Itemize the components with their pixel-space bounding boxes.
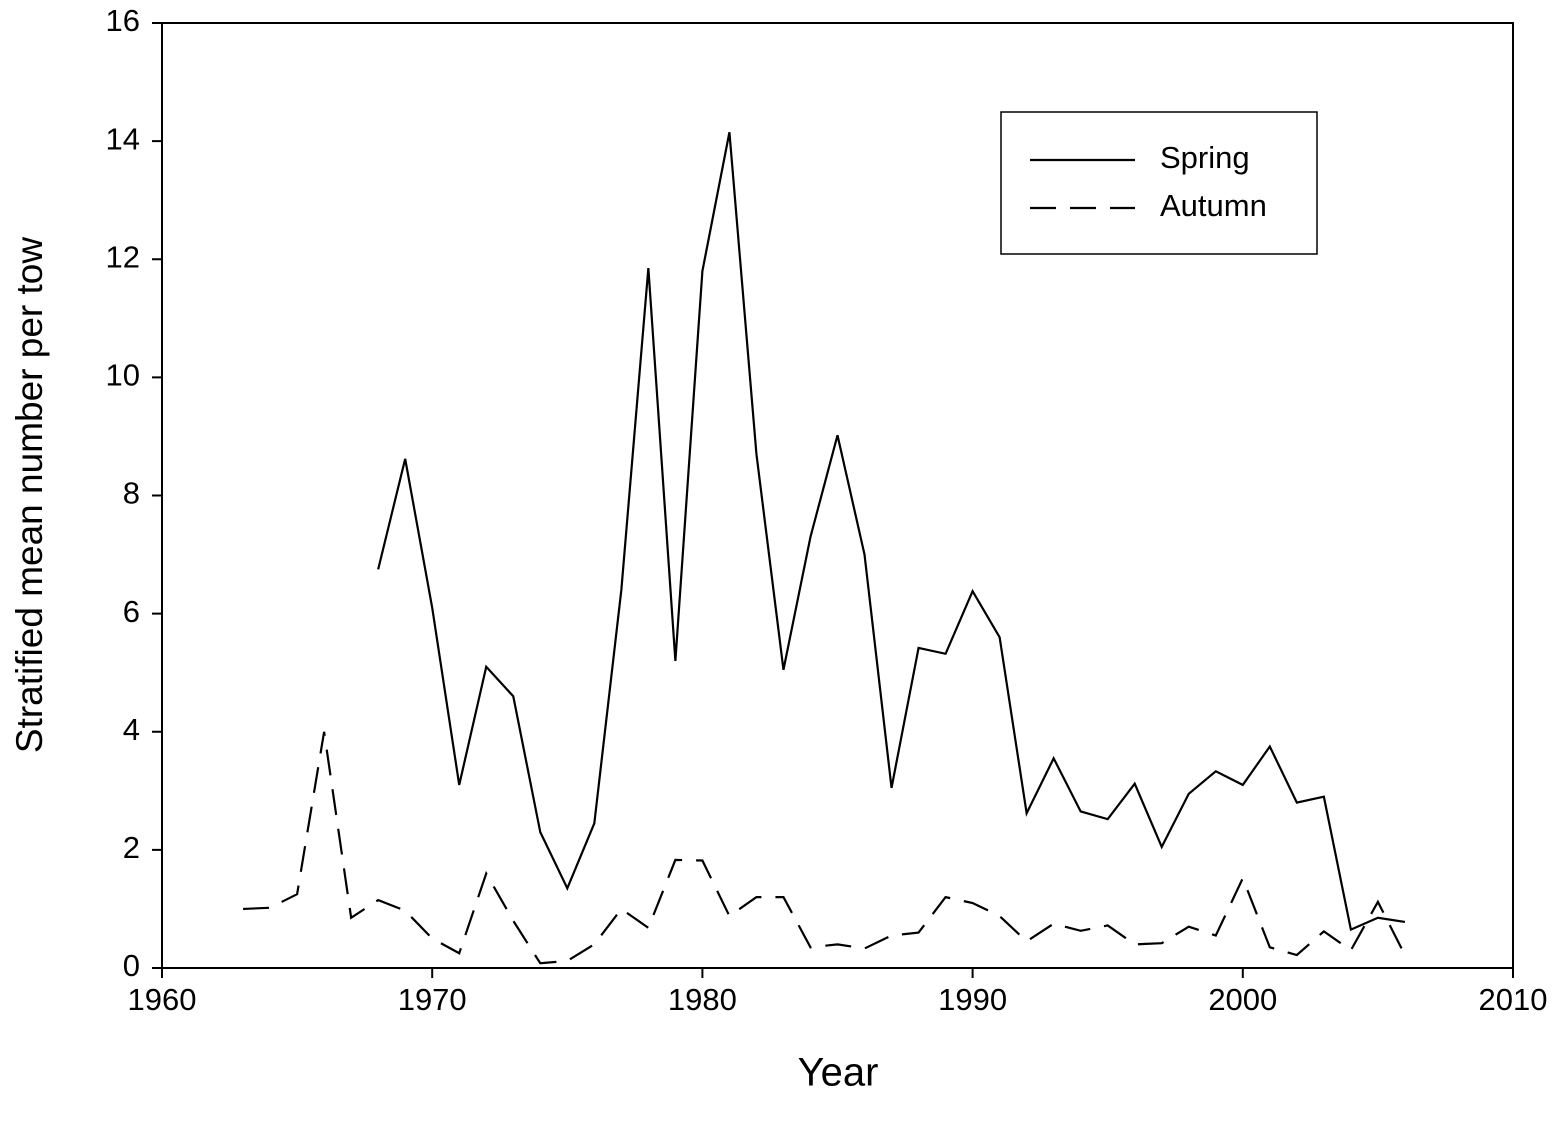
data-line bbox=[377, 132, 1406, 932]
x-tick-label: 2000 bbox=[1208, 982, 1277, 1017]
y-axis-label: Stratified mean number per tow bbox=[9, 237, 50, 753]
x-tick-label: 1990 bbox=[938, 982, 1007, 1017]
y-tick-label: 0 bbox=[123, 948, 140, 983]
x-tick-label: 2010 bbox=[1479, 982, 1548, 1017]
x-tick-label: 1970 bbox=[398, 982, 467, 1017]
y-tick-label: 16 bbox=[106, 3, 140, 38]
legend-box bbox=[1000, 111, 1318, 255]
x-axis-label: Year bbox=[798, 1051, 879, 1095]
y-tick-label: 8 bbox=[123, 476, 140, 511]
data-line bbox=[243, 731, 1406, 965]
legend-label: Spring bbox=[1160, 140, 1250, 175]
y-tick-label: 4 bbox=[123, 712, 140, 747]
y-tick-label: 6 bbox=[123, 594, 140, 629]
legend-label: Autumn bbox=[1160, 188, 1267, 223]
y-tick-label: 10 bbox=[106, 358, 140, 393]
y-tick-label: 12 bbox=[106, 239, 140, 274]
y-tick-label: 2 bbox=[123, 830, 140, 865]
y-tick-label: 14 bbox=[106, 121, 140, 156]
x-tick-label: 1980 bbox=[668, 982, 737, 1017]
x-tick-label: 1960 bbox=[128, 982, 197, 1017]
